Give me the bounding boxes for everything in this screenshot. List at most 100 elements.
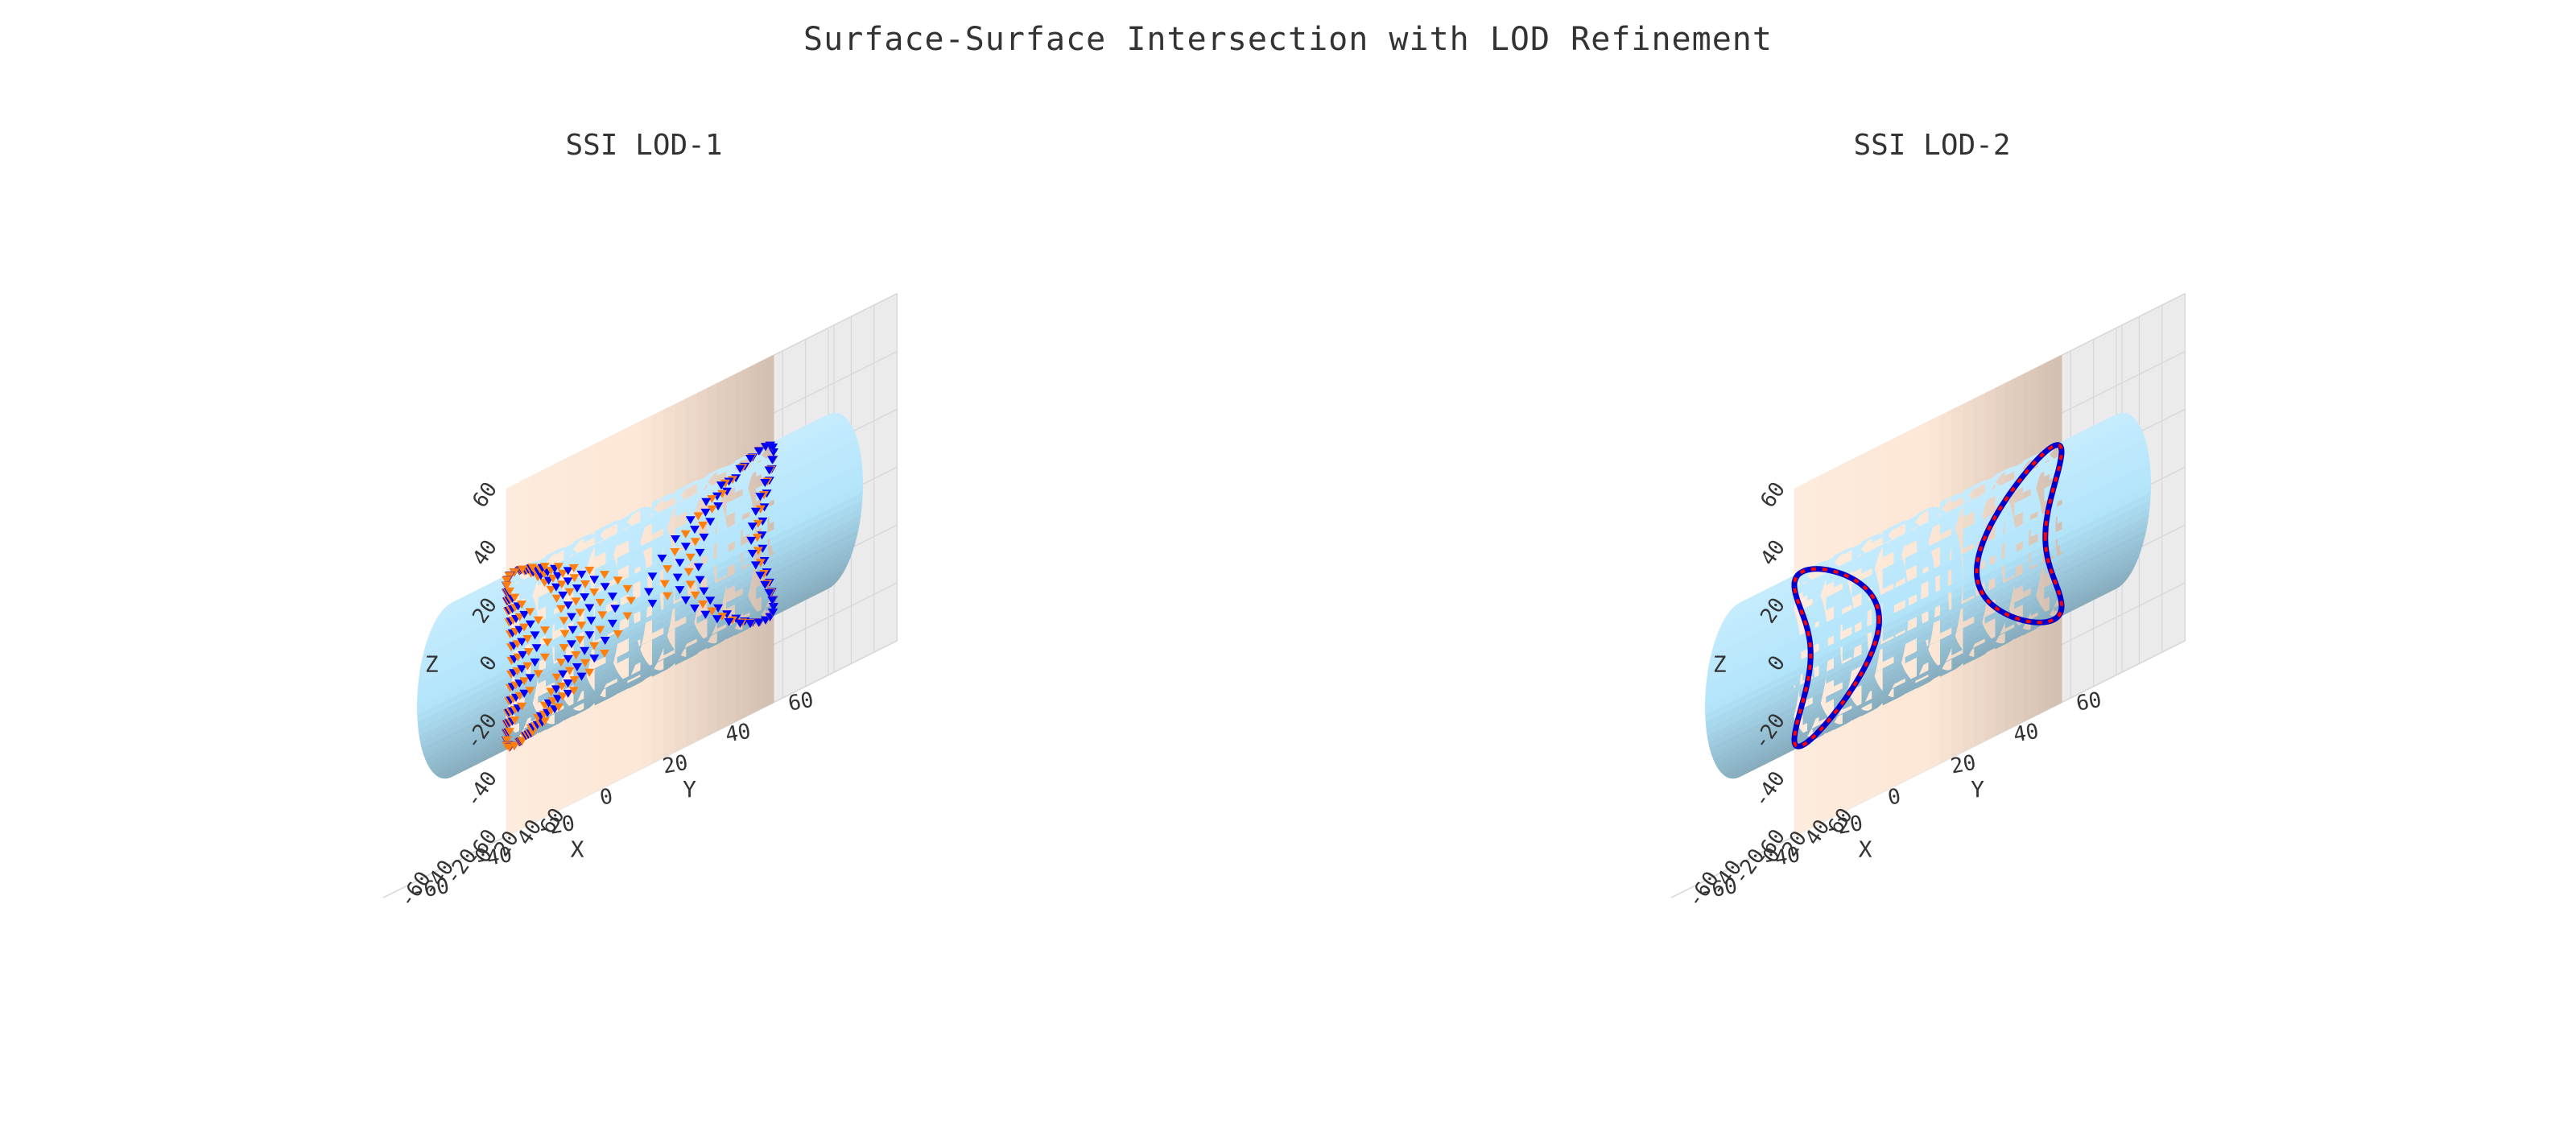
marker-blue-cone	[647, 600, 658, 609]
cylinder-vertical-facet	[1833, 762, 1843, 793]
marker-blue-cone	[519, 610, 530, 619]
cylinder-vertical-facet	[1825, 518, 1834, 549]
chart-3d-lod-2: -60-40-200204060-60-40-200204060-60-40-2…	[1670, 292, 2186, 912]
cylinder-vertical-facet	[768, 628, 772, 656]
marker-orange-cone	[522, 662, 533, 671]
cylinder-vertical-facet	[1811, 501, 1819, 530]
cylinder-vertical-facet	[674, 398, 687, 431]
marker-orange-cone	[517, 601, 527, 609]
cylinder-vertical-facet	[1811, 749, 1819, 778]
y-tick-label: 40	[2012, 720, 2041, 748]
cylinder-vertical-facet	[755, 658, 762, 687]
marker-blue-cone	[647, 572, 658, 581]
cylinder-vertical-facet	[1798, 807, 1803, 835]
cylinder-vertical-facet	[1806, 479, 1813, 509]
cylinder-vertical-facet	[2043, 634, 2050, 663]
cylinder-vertical-facet	[768, 653, 772, 681]
cylinder-vertical-facet	[1796, 535, 1800, 564]
cylinder-vertical-facet	[1794, 761, 1795, 787]
marker-blue-cone	[563, 567, 573, 576]
marker-orange-cone	[575, 636, 585, 645]
cylinder-vertical-facet	[508, 758, 512, 786]
cylinder-vertical-facet	[1798, 782, 1803, 810]
marker-blue-cone	[675, 559, 685, 568]
cylinder-vertical-facet	[2053, 679, 2058, 708]
cylinder-vertical-facet	[716, 676, 727, 707]
cylinder-vertical-facet	[2053, 382, 2058, 410]
cylinder-vertical-facet	[755, 411, 762, 440]
marker-orange-cone	[568, 564, 579, 572]
marker-blue-cone	[607, 619, 617, 628]
marker-orange-cone	[580, 658, 590, 667]
cylinder-vertical-facet	[741, 416, 750, 446]
marker-blue-cone	[705, 518, 716, 526]
cylinder-vertical-facet	[1833, 464, 1843, 495]
marker-orange-cone	[505, 587, 514, 596]
marker-blue-cone	[563, 689, 573, 698]
marker-orange-cone	[622, 612, 633, 621]
cylinder-vertical-facet	[510, 509, 515, 537]
cylinder-vertical-facet	[1939, 410, 1952, 442]
marker-orange-cone	[663, 592, 673, 601]
marker-orange-cone	[589, 588, 600, 597]
cylinder-vertical-facet	[2053, 407, 2058, 435]
marker-blue-cone	[563, 577, 573, 586]
marker-blue-cone	[750, 507, 761, 516]
marker-blue-cone	[746, 536, 757, 545]
cylinder-vertical-facet	[1833, 737, 1843, 768]
marker-blue-cone	[558, 591, 568, 600]
cylinder-vertical-facet	[716, 403, 727, 435]
cylinder-vertical-facet	[725, 646, 735, 678]
cylinder-vertical-facet	[530, 745, 539, 775]
marker-orange-cone	[584, 668, 595, 677]
cylinder-vertical-facet	[1841, 460, 1852, 491]
cylinder-vertical-facet	[2013, 374, 2023, 405]
cylinder-vertical-facet	[2004, 676, 2015, 707]
cylinder-vertical-facet	[2037, 686, 2045, 716]
marker-blue-cone	[657, 555, 667, 563]
marker-orange-cone	[504, 743, 514, 752]
marker-orange-cone	[613, 630, 623, 638]
cylinder-vertical-facet	[2056, 678, 2060, 706]
cylinder-vertical-facet	[518, 479, 525, 509]
marker-blue-cone	[699, 533, 709, 542]
subplot-title: SSI LOD-1	[565, 129, 723, 162]
cylinder-vertical-facet	[1806, 529, 1813, 558]
marker-blue-cone	[768, 603, 778, 612]
marker-blue-cone	[517, 638, 527, 646]
marker-orange-cone	[564, 667, 575, 675]
cylinder-vertical-facet	[506, 761, 507, 787]
cylinder-vertical-facet	[1881, 439, 1894, 471]
marker-blue-cone	[695, 548, 705, 557]
marker-orange-cone	[539, 717, 550, 726]
marker-blue-cone	[517, 665, 527, 674]
cylinder-vertical-facet	[2043, 386, 2050, 415]
cylinder-vertical-facet	[2043, 683, 2050, 712]
cylinder-vertical-facet	[2049, 631, 2054, 660]
cylinder-vertical-facet	[755, 386, 762, 415]
cylinder-vertical-facet	[2022, 370, 2031, 401]
z-axis-label: Z	[1713, 650, 1727, 677]
marker-orange-cone	[571, 651, 581, 660]
marker-orange-cone	[626, 597, 636, 605]
marker-blue-cone	[572, 584, 582, 593]
marker-blue-cone	[563, 601, 573, 610]
cylinder-vertical-facet	[510, 782, 515, 810]
marker-blue-cone	[761, 616, 770, 625]
cylinder-vertical-facet	[2056, 380, 2060, 408]
marker-orange-cone	[707, 505, 717, 514]
marker-blue-cone	[572, 663, 582, 671]
cylinder-vertical-facet	[696, 388, 708, 419]
marker-orange-cone	[580, 580, 590, 588]
cylinder-vertical-facet	[1802, 531, 1807, 560]
marker-blue-cone	[753, 618, 764, 627]
cylinder-vertical-facet	[2049, 408, 2054, 437]
marker-blue-cone	[758, 544, 768, 553]
cylinder-vertical-facet	[734, 394, 743, 425]
marker-blue-cone	[722, 610, 732, 619]
cylinder-vertical-facet	[1798, 534, 1803, 562]
cylinder-vertical-facet	[741, 366, 750, 397]
cylinder-vertical-facet	[545, 489, 555, 520]
cylinder-vertical-facet	[734, 692, 743, 723]
cylinder-vertical-facet	[510, 807, 515, 835]
